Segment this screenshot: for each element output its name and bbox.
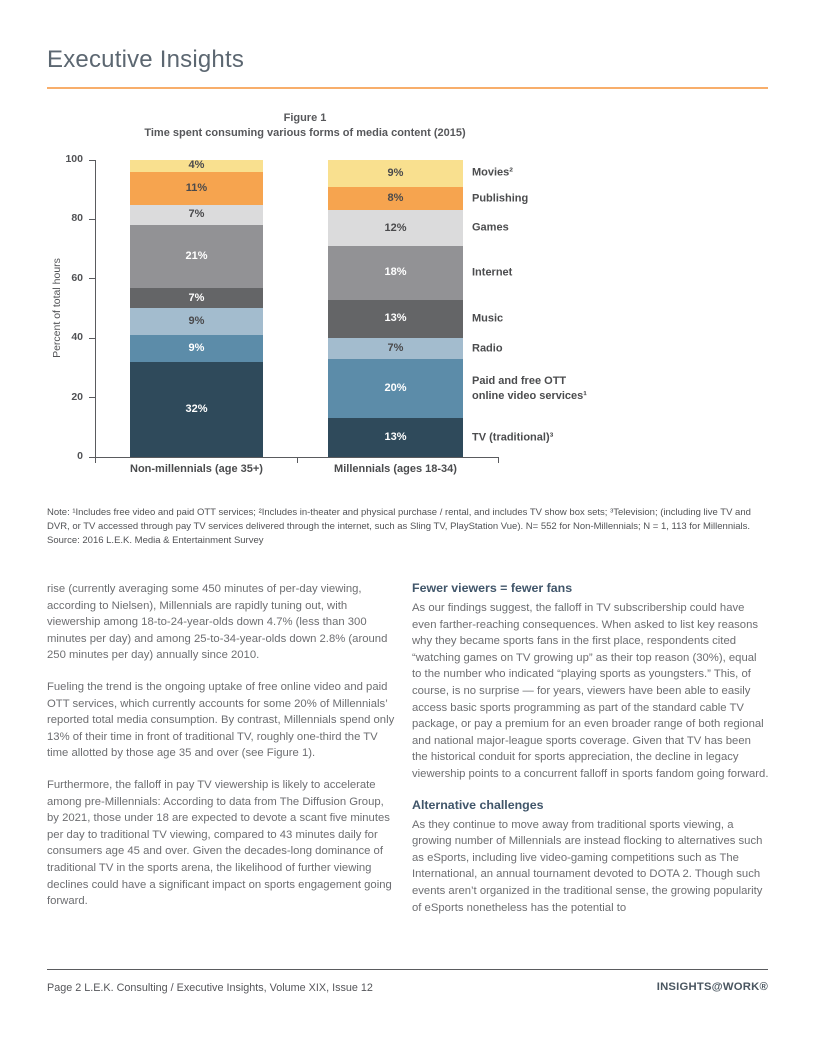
bar-segment: 9% [130, 308, 263, 336]
footer-page-info: Page 2 L.E.K. Consulting / Executive Ins… [47, 982, 373, 994]
y-axis-tick [89, 278, 95, 280]
x-axis-line [95, 457, 499, 458]
legend-label: TV (traditional)³ [472, 431, 554, 444]
y-axis-tick-label: 60 [71, 271, 83, 284]
section-heading: Fewer viewers = fewer fans [412, 581, 573, 595]
figure-title: Time spent consuming various forms of me… [144, 127, 466, 139]
bar-segment: 4% [130, 160, 263, 172]
y-axis-tick [89, 456, 95, 458]
footer-divider [47, 969, 768, 970]
bar-segment: 7% [130, 287, 263, 309]
stacked-bar-millennials: 9% 8% 12% 18% 13% 7% 20% 13% [328, 160, 463, 457]
legend-label: Publishing [472, 192, 529, 205]
note-text: Note: ¹Includes free video and paid OTT … [47, 507, 751, 532]
article-right-column: Fewer viewers = fewer fans As our findin… [412, 581, 769, 931]
category-label: Non-millennials (age 35+) [130, 463, 263, 475]
stacked-bar-chart: Percent of total hours 0 20 40 60 80 100 4% 11%… [47, 150, 768, 495]
y-axis-tick-label: 100 [65, 153, 83, 165]
y-axis-tick [89, 397, 95, 399]
body-paragraph: Fueling the trend is the ongoing uptake … [47, 680, 395, 760]
legend-label: Movies² [472, 166, 513, 179]
y-axis-tick-label: 0 [77, 450, 83, 462]
y-axis-tick [89, 159, 95, 161]
body-paragraph: rise (currently averaging some 450 minut… [47, 583, 388, 662]
bar-segment: 12% [328, 210, 463, 247]
page-title: Executive Insights [47, 46, 245, 73]
bar-segment: 9% [130, 335, 263, 362]
bar-segment: 8% [328, 186, 463, 211]
bar-segment: 7% [130, 204, 263, 226]
bar-segment: 11% [130, 171, 263, 205]
footer-brand-tagline: INSIGHTS@WORK® [656, 981, 768, 993]
bar-segment: 21% [130, 225, 263, 288]
stacked-bar-non-millennials: 4% 11% 7% 21% 7% 9% 9% 32% [130, 160, 263, 457]
x-axis-tick [296, 458, 298, 463]
bar-segment: 13% [328, 418, 463, 457]
y-axis-tick-label: 40 [71, 331, 83, 344]
legend-label: Music [472, 312, 504, 325]
bar-segment: 32% [130, 361, 263, 457]
category-label: Millennials (ages 18-34) [334, 463, 457, 475]
y-axis-tick-label: 20 [71, 390, 83, 403]
body-paragraph: As our findings suggest, the falloff in … [412, 602, 769, 780]
bar-segment: 18% [328, 246, 463, 300]
figure-note: Note: ¹Includes free video and paid OTT … [47, 506, 769, 547]
y-axis-tick-label: 80 [71, 212, 83, 225]
legend-label: Radio [472, 342, 503, 355]
bar-segment: 20% [328, 358, 463, 419]
legend-label: Paid and free OTT online video services¹ [472, 374, 587, 402]
bar-segment: 7% [328, 338, 463, 359]
body-paragraph: As they continue to move away from tradi… [412, 818, 763, 914]
figure-caption: Figure 1 Time spent consuming various fo… [47, 111, 563, 141]
article-left-column: rise (currently averaging some 450 minut… [47, 581, 397, 925]
x-axis-tick [498, 458, 499, 463]
bar-segment: 9% [328, 160, 463, 187]
y-axis-tick [89, 337, 95, 339]
x-axis-tick [95, 458, 96, 463]
section-heading: Alternative challenges [412, 797, 544, 812]
figure-label: Figure 1 [283, 112, 327, 124]
bar-segment: 13% [328, 299, 463, 339]
source-text: Source: 2016 L.E.K. Media & Entertainmen… [47, 534, 264, 546]
accent-divider [47, 87, 768, 89]
legend-label: Internet [472, 266, 513, 279]
body-paragraph: Furthermore, the falloff in pay TV viewe… [47, 778, 392, 908]
legend-label: Games [472, 221, 509, 234]
y-axis-tick [89, 218, 95, 220]
y-axis-line [95, 160, 96, 458]
